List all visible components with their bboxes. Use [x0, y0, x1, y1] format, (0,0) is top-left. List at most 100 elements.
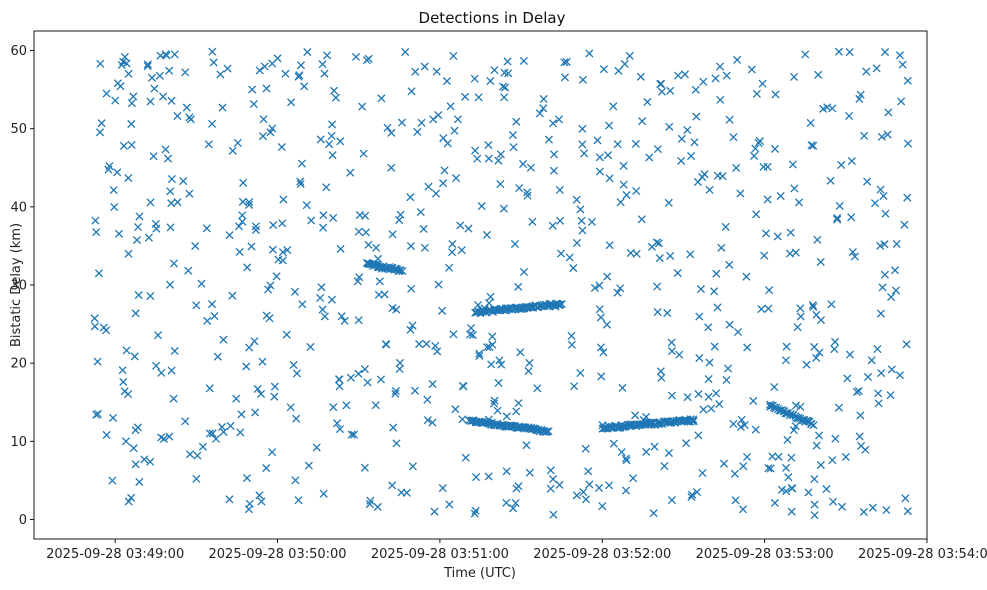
data-point — [272, 272, 281, 281]
data-point — [238, 217, 247, 226]
data-point — [497, 360, 506, 369]
data-point — [484, 140, 493, 150]
data-point — [801, 50, 810, 59]
data-point — [159, 434, 168, 444]
data-point — [544, 427, 553, 436]
data-point — [599, 65, 608, 74]
data-point — [860, 131, 869, 140]
data-point — [585, 49, 594, 58]
data-point — [391, 386, 400, 396]
data-point — [667, 338, 676, 347]
data-point — [873, 345, 882, 354]
data-point — [411, 67, 420, 76]
data-point — [596, 313, 606, 322]
data-point — [294, 72, 303, 81]
data-point — [580, 149, 589, 158]
data-point — [236, 428, 245, 437]
data-point — [632, 249, 641, 258]
data-point — [605, 121, 614, 130]
data-point — [751, 144, 760, 153]
data-point — [193, 451, 202, 460]
data-point — [397, 488, 406, 497]
data-point — [255, 491, 264, 500]
y-axis: 0 10 20 30 40 50 60 — [10, 44, 34, 528]
data-point — [439, 134, 448, 143]
data-point — [120, 52, 129, 62]
data-point — [713, 303, 722, 312]
data-point — [599, 348, 608, 357]
data-point — [483, 343, 492, 352]
data-point — [576, 368, 585, 378]
x-axis: 2025-09-28 03:49:00 2025-09-28 03:50:00 20… — [46, 539, 987, 562]
data-point — [440, 166, 449, 175]
data-point — [494, 378, 503, 388]
data-point — [660, 462, 669, 471]
data-point — [355, 210, 364, 220]
data-point — [715, 400, 724, 409]
data-point — [204, 140, 213, 149]
data-point — [622, 456, 631, 465]
data-point — [699, 405, 708, 414]
data-point — [804, 488, 813, 497]
data-point — [560, 73, 570, 82]
data-point — [259, 115, 268, 124]
data-point — [585, 480, 594, 489]
data-point — [485, 343, 494, 352]
data-point — [287, 98, 296, 107]
data-point — [256, 389, 266, 398]
data-point — [733, 327, 743, 337]
data-point — [502, 467, 511, 476]
data-point — [286, 403, 295, 412]
data-point — [712, 389, 721, 398]
data-point — [712, 269, 721, 278]
data-point — [614, 66, 623, 75]
data-point — [895, 51, 904, 60]
data-point — [609, 439, 618, 448]
data-point — [335, 375, 344, 384]
data-point — [113, 168, 122, 177]
data-point — [791, 248, 800, 257]
data-point — [490, 396, 499, 405]
data-point — [169, 394, 178, 403]
data-point — [546, 466, 555, 475]
data-point — [333, 419, 342, 428]
data-point — [129, 444, 138, 453]
data-point — [387, 163, 396, 172]
y-tick-label: 0 — [19, 513, 27, 528]
data-point — [677, 156, 686, 165]
data-point — [268, 124, 277, 133]
data-point — [319, 223, 328, 232]
data-point — [790, 72, 799, 82]
data-point — [388, 230, 397, 239]
data-point — [373, 502, 382, 512]
data-point — [228, 291, 237, 300]
data-point — [693, 177, 702, 187]
data-point — [245, 200, 254, 209]
data-point — [603, 151, 613, 160]
data-point — [854, 387, 863, 396]
data-point — [428, 379, 437, 389]
data-point — [711, 74, 720, 83]
data-point — [901, 494, 910, 503]
data-point — [508, 130, 517, 140]
data-point — [704, 392, 713, 401]
data-point — [523, 191, 532, 200]
data-point — [91, 216, 100, 225]
data-point — [519, 159, 528, 169]
data-point — [688, 417, 697, 426]
data-point — [848, 248, 857, 257]
data-point — [682, 439, 691, 448]
data-point — [346, 373, 355, 382]
data-point — [855, 432, 864, 441]
data-point — [759, 162, 768, 171]
data-point — [342, 401, 351, 410]
data-point — [307, 216, 316, 225]
data-point — [783, 435, 792, 444]
data-point — [539, 94, 548, 104]
data-point — [477, 202, 486, 211]
data-point — [266, 281, 275, 290]
data-point — [796, 402, 805, 411]
data-point — [810, 474, 819, 484]
data-point — [646, 418, 655, 427]
data-point — [567, 340, 576, 349]
